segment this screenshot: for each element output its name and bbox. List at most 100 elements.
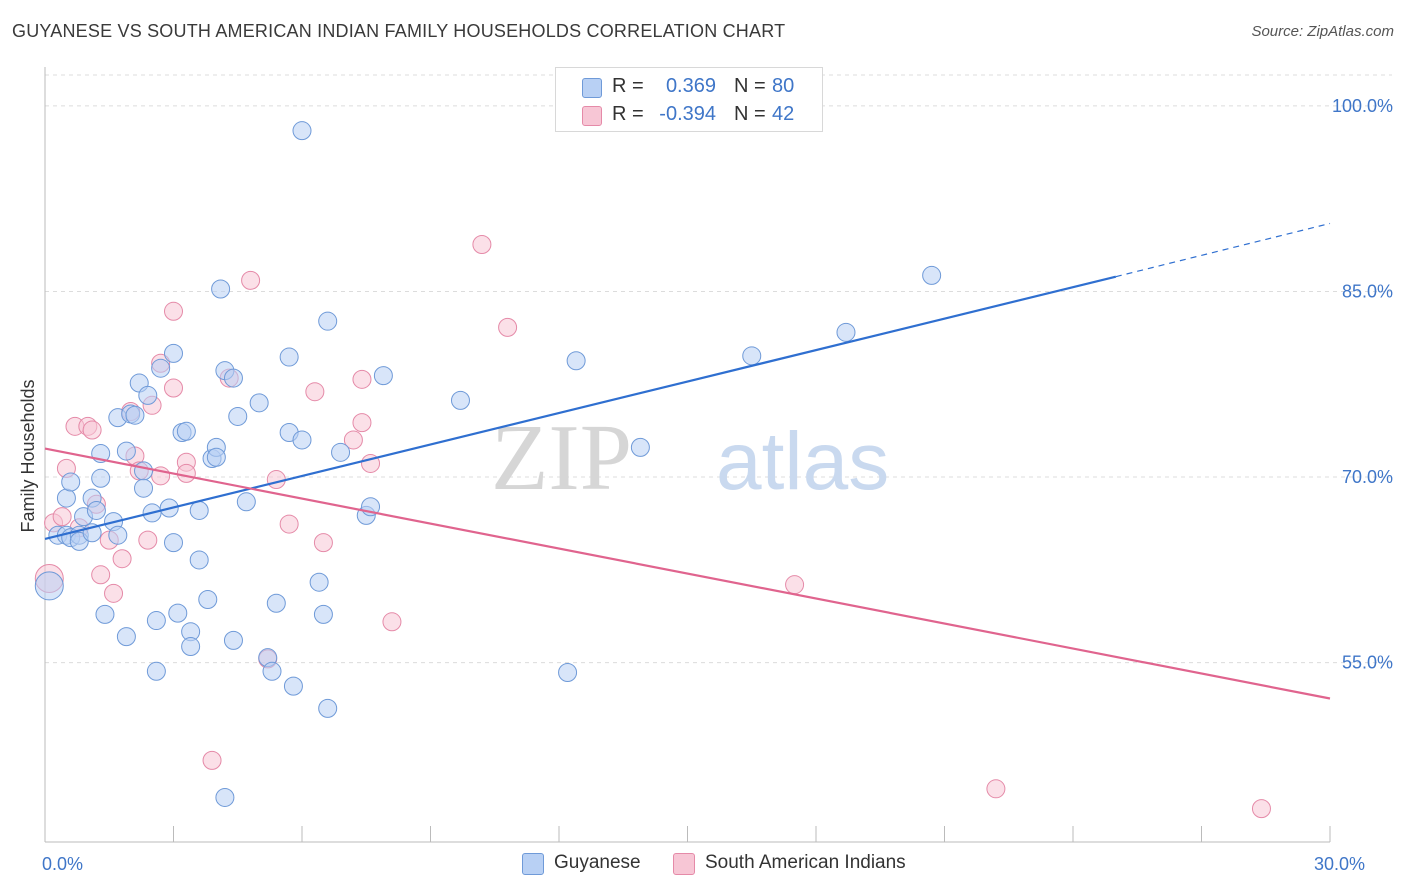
y-tick-label: 55.0% [1342, 653, 1393, 673]
guyanese-point [266, 593, 286, 613]
guyanese-point [283, 676, 303, 696]
sai-point [382, 612, 402, 632]
guyanese-point [249, 393, 269, 413]
guyanese-point [181, 637, 201, 657]
watermark-atlas: atlas [716, 416, 889, 507]
watermark-zip: ZIP [491, 406, 632, 510]
sai-point [112, 549, 132, 569]
sai-swatch [582, 106, 602, 126]
n-label: N = [734, 75, 766, 97]
guyanese-point [61, 472, 81, 492]
guyanese-point [116, 441, 136, 461]
sai-trend-line [44, 447, 1331, 700]
guyanese-point [91, 468, 111, 488]
sai-point [313, 533, 333, 553]
x-tick-label: 30.0% [1314, 854, 1365, 874]
guyanese-point [558, 663, 578, 683]
guyanese-point [223, 630, 243, 650]
sai-point [164, 378, 183, 398]
watermark: ZIP atlas [491, 406, 889, 510]
sai-point [343, 430, 363, 450]
gridlines [45, 74, 1392, 664]
sai-point [91, 565, 111, 585]
sai-point [176, 463, 196, 483]
sai-point [1251, 799, 1271, 819]
legend-row-guyanese: R = 0.369 N = 80 [556, 73, 822, 101]
guyanese-trend-extension [1115, 222, 1331, 278]
guyanese-legend-label: Guyanese [554, 852, 641, 873]
sai-legend-label: South American Indians [705, 852, 906, 873]
guyanese-point [164, 533, 183, 553]
r-label: R = [612, 75, 644, 97]
x-tick-label: 0.0% [42, 854, 83, 874]
sai-point [305, 382, 325, 402]
guyanese-n-value: 80 [772, 75, 795, 97]
y-tick-label: 100.0% [1332, 96, 1393, 116]
trend-lines [44, 222, 1331, 700]
guyanese-point [211, 279, 231, 299]
guyanese-swatch [582, 78, 602, 98]
guyanese-r-value: 0.369 [665, 75, 716, 97]
r-label: R = [612, 103, 644, 125]
guyanese-point [125, 405, 145, 425]
sai-point [266, 470, 286, 490]
guyanese-point [138, 385, 158, 405]
guyanese-point [566, 351, 586, 371]
guyanese-point [313, 604, 333, 624]
guyanese-point [86, 500, 106, 520]
axes [44, 67, 1331, 843]
guyanese-point [215, 787, 235, 807]
guyanese-point [742, 346, 762, 366]
guyanese-point [318, 311, 338, 331]
guyanese-point [164, 343, 183, 363]
guyanese-point [176, 421, 196, 441]
sai-point [352, 413, 372, 433]
guyanese-legend-swatch [522, 853, 544, 875]
guyanese-point [836, 322, 856, 342]
n-label: N = [734, 103, 766, 125]
guyanese-point [146, 611, 166, 631]
guyanese-point [922, 265, 942, 285]
guyanese-point [373, 366, 393, 386]
guyanese-point [206, 447, 226, 467]
tick-labels: 100.0% 85.0% 70.0% 55.0% 0.0% 30.0% [42, 96, 1393, 874]
sai-point [785, 575, 805, 595]
guyanese-point [146, 661, 166, 681]
guyanese-point [189, 500, 209, 520]
sai-point [472, 234, 492, 254]
legend-row-sai: R = -0.394 N = 42 [556, 101, 822, 129]
sai-point [164, 301, 183, 321]
sai-point [202, 750, 222, 770]
guyanese-point [34, 571, 64, 601]
sai-point [138, 530, 158, 550]
source-label: Source: ZipAtlas.com [1251, 23, 1394, 40]
sai-point [241, 270, 261, 290]
guyanese-point [630, 437, 650, 457]
sai-r-value: -0.394 [659, 103, 716, 125]
guyanese-point [331, 442, 351, 462]
sai-point [986, 779, 1006, 799]
guyanese-point [309, 572, 329, 592]
guyanese-point [236, 492, 256, 512]
guyanese-point [450, 390, 470, 410]
sai-legend-swatch [673, 853, 695, 875]
sai-point [279, 514, 299, 534]
sai-point [498, 317, 518, 337]
guyanese-trend-line [44, 275, 1117, 540]
guyanese-point [134, 461, 154, 481]
series-legend: Guyanese South American Indians [0, 850, 1406, 878]
guyanese-point [108, 525, 128, 545]
guyanese-point [189, 550, 209, 570]
sai-point [352, 369, 372, 389]
guyanese-point [95, 604, 115, 624]
sai-point [104, 583, 124, 603]
guyanese-point [292, 121, 312, 141]
guyanese-point [56, 488, 76, 508]
sai-n-value: 42 [772, 103, 795, 125]
guyanese-point [116, 627, 136, 647]
guyanese-point [318, 698, 338, 718]
guyanese-point [151, 358, 171, 378]
chart-title: GUYANESE VS SOUTH AMERICAN INDIAN FAMILY… [12, 21, 786, 41]
sai-point [52, 507, 72, 527]
